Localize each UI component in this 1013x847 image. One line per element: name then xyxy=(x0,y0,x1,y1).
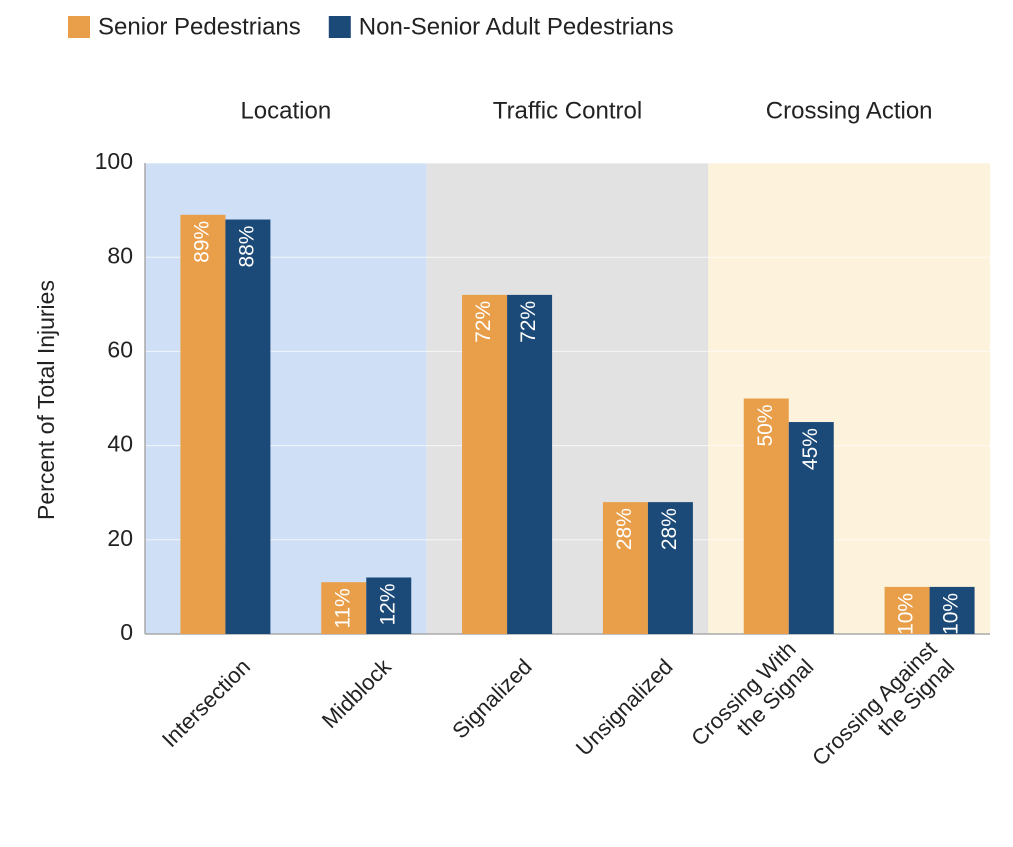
value-label: 28% xyxy=(613,508,636,550)
x-tick-label: Signalized xyxy=(447,654,536,743)
bar xyxy=(929,586,975,634)
value-label: 10% xyxy=(940,593,963,635)
bar xyxy=(743,398,789,634)
x-tick-label: Unsignalized xyxy=(571,654,678,761)
legend-swatch xyxy=(68,16,90,38)
bar xyxy=(462,294,508,634)
x-tick-label: Midblock xyxy=(317,653,397,733)
value-label: 28% xyxy=(658,508,681,550)
value-label: 11% xyxy=(331,588,354,628)
value-label: 10% xyxy=(895,593,918,635)
y-tick-label: 100 xyxy=(95,148,133,174)
y-tick-label: 40 xyxy=(107,431,133,457)
value-label: 89% xyxy=(190,221,213,263)
value-label: 45% xyxy=(799,428,822,470)
legend-swatch xyxy=(328,16,351,38)
legend-label: Non-Senior Adult Pedestrians xyxy=(359,13,674,40)
value-label: 72% xyxy=(472,301,495,343)
value-label: 72% xyxy=(517,301,540,343)
y-tick-label: 80 xyxy=(107,242,133,268)
bar xyxy=(647,502,693,634)
value-label: 88% xyxy=(235,226,258,268)
value-label: 12% xyxy=(376,583,399,625)
bar xyxy=(788,422,834,634)
y-tick-label: 20 xyxy=(107,525,133,551)
group-title: Traffic Control xyxy=(493,97,642,124)
bar xyxy=(180,214,226,634)
bar xyxy=(366,577,412,634)
y-tick-label: 60 xyxy=(107,336,133,362)
x-tick-label: Intersection xyxy=(157,654,255,752)
group-title: Crossing Action xyxy=(766,97,933,124)
bar xyxy=(321,582,367,634)
value-label: 50% xyxy=(754,405,777,447)
bar xyxy=(507,294,553,634)
legend-label: Senior Pedestrians xyxy=(98,13,301,40)
bar xyxy=(884,586,930,634)
y-tick-label: 0 xyxy=(120,619,133,645)
bar xyxy=(602,502,648,634)
y-axis-label: Percent of Total Injuries xyxy=(33,280,59,520)
group-title: Location xyxy=(240,97,331,124)
bar xyxy=(225,219,271,634)
